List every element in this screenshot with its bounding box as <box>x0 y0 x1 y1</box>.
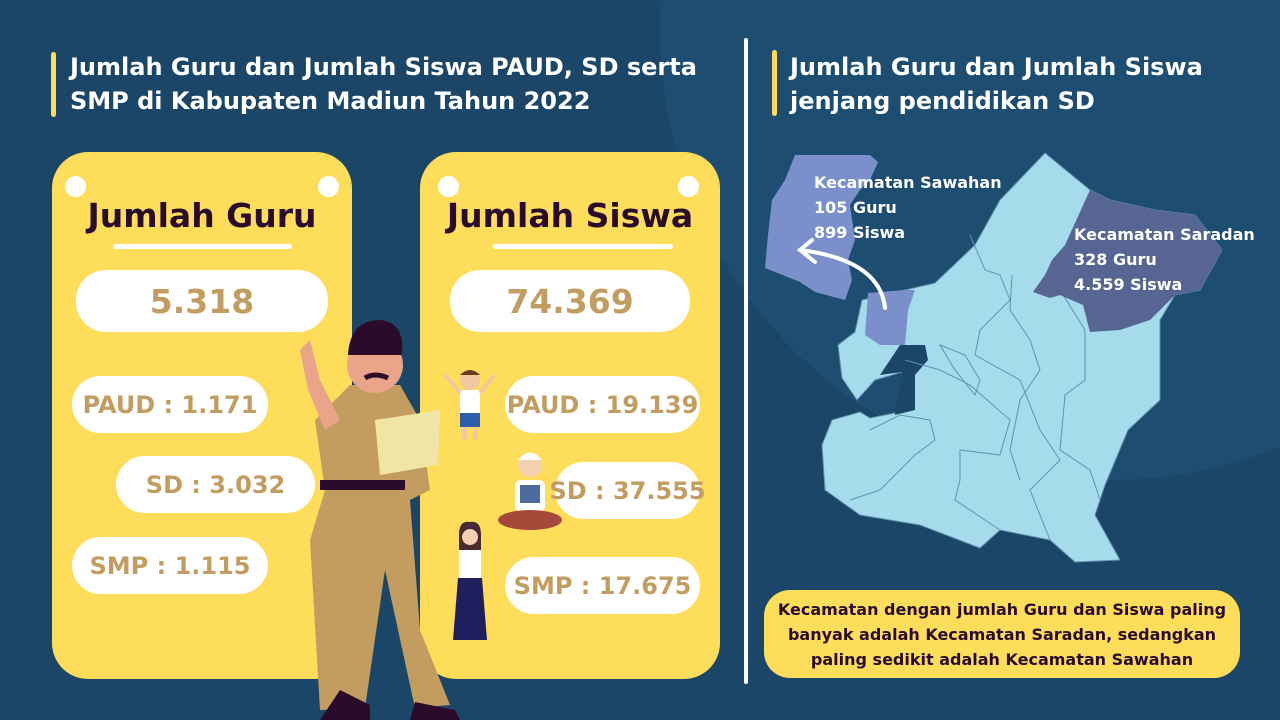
map-enclave <box>880 345 928 415</box>
map-title: Jumlah Guru dan Jumlah Siswa jenjang pen… <box>790 50 1203 118</box>
guru-smp: SMP : 1.115 <box>72 537 268 594</box>
title-accent-bar <box>772 50 777 116</box>
district-siswa: 4.559 Siswa <box>1074 275 1183 294</box>
student-girl-icon <box>453 521 487 640</box>
title-line: Jumlah Guru dan Jumlah Siswa PAUD, SD se… <box>70 53 697 81</box>
guru-sd: SD : 3.032 <box>116 456 315 513</box>
summary-text: Kecamatan dengan jumlah Guru dan Siswa p… <box>777 599 1227 669</box>
main-title: Jumlah Guru dan Jumlah Siswa PAUD, SD se… <box>70 50 697 118</box>
student-boy-icon <box>443 370 497 439</box>
card-title: Jumlah Siswa <box>446 196 694 235</box>
divider <box>744 38 748 684</box>
card-hole <box>318 176 339 197</box>
siswa-smp: SMP : 17.675 <box>505 557 700 614</box>
district-borders <box>849 234 1101 541</box>
guru-total: 5.318 <box>76 270 328 332</box>
summary-note: Kecamatan dengan jumlah Guru dan Siswa p… <box>764 590 1240 678</box>
title-line: Jumlah Guru dan Jumlah Siswa <box>790 53 1203 81</box>
title-line: SMP di Kabupaten Madiun Tahun 2022 <box>70 87 591 115</box>
student-reading-icon <box>498 452 562 530</box>
siswa-sd: SD : 37.555 <box>549 462 706 519</box>
card-hole <box>678 176 699 197</box>
card-hole <box>65 176 86 197</box>
district-siswa: 899 Siswa <box>814 223 906 242</box>
district-guru: 328 Guru <box>1074 250 1157 269</box>
card-hole <box>438 176 459 197</box>
district-name: Kecamatan Saradan <box>1074 225 1255 244</box>
title-accent-bar <box>51 52 56 117</box>
arrow-icon <box>796 238 887 310</box>
title-underline <box>113 244 292 249</box>
district-name: Kecamatan Sawahan <box>814 173 1002 192</box>
siswa-paud: PAUD : 19.139 <box>505 376 700 433</box>
guru-paud: PAUD : 1.171 <box>72 376 268 433</box>
label-saradan: Kecamatan Saradan 328 Guru 4.559 Siswa <box>1074 222 1255 297</box>
district-guru: 105 Guru <box>814 198 897 217</box>
map-region-sawahan <box>765 155 915 345</box>
label-sawahan: Kecamatan Sawahan 105 Guru 899 Siswa <box>814 170 1002 245</box>
card-title: Jumlah Guru <box>87 196 317 235</box>
siswa-total: 74.369 <box>450 270 690 332</box>
title-underline <box>493 244 673 249</box>
title-line: jenjang pendidikan SD <box>790 87 1095 115</box>
map-region-saradan <box>1033 190 1222 332</box>
teacher-illustration <box>300 320 460 720</box>
